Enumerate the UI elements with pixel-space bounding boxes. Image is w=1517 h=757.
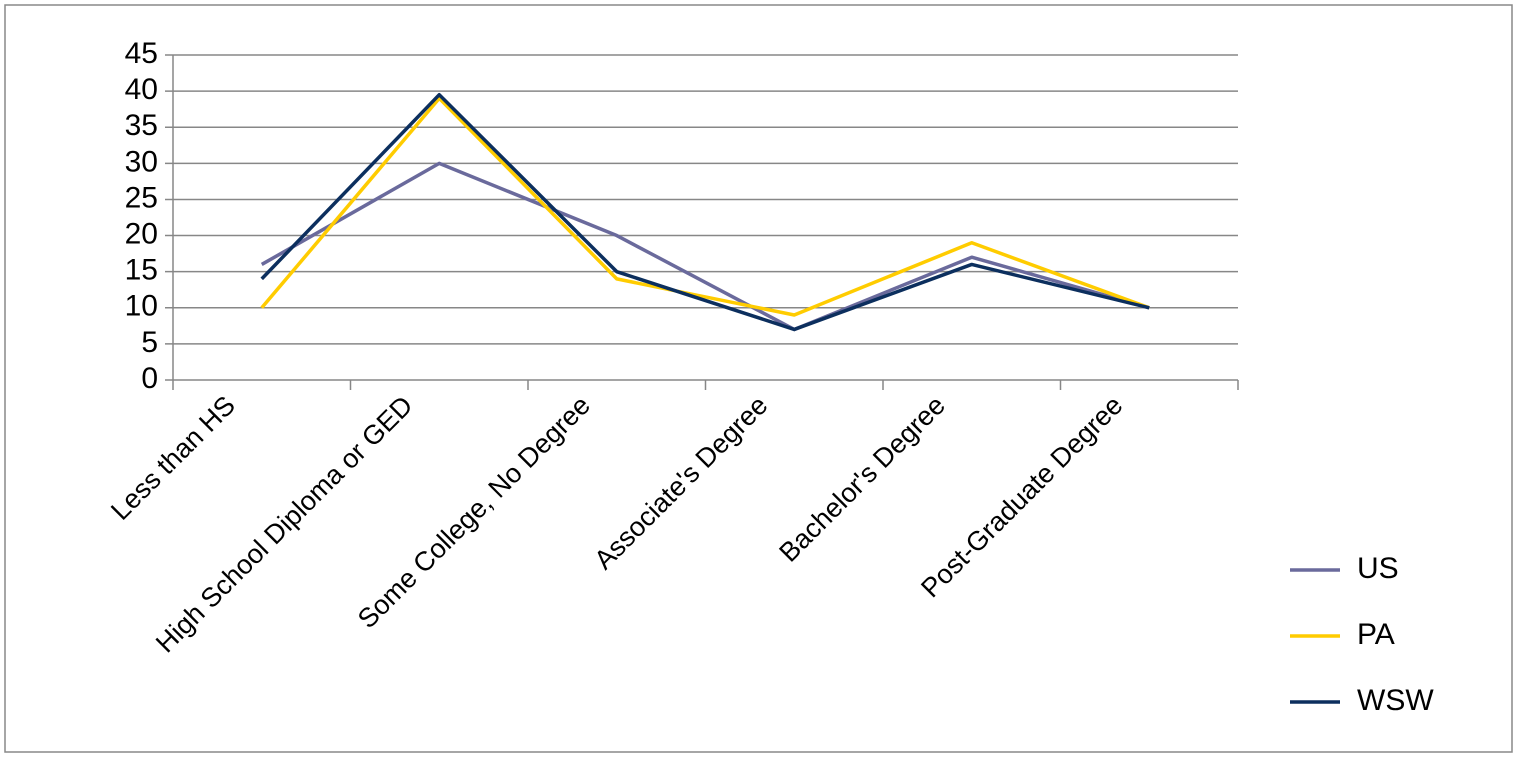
y-tick-label: 15 (125, 254, 158, 287)
y-tick-label: 30 (125, 145, 158, 178)
y-tick-label: 0 (141, 362, 158, 395)
y-tick-label: 45 (125, 37, 158, 70)
y-tick-label: 25 (125, 181, 158, 214)
legend-label: WSW (1357, 684, 1434, 717)
y-tick-label: 40 (125, 73, 158, 106)
y-tick-label: 10 (125, 290, 158, 323)
legend-label: PA (1357, 618, 1395, 651)
y-tick-label: 20 (125, 217, 158, 250)
y-tick-label: 5 (141, 326, 158, 359)
series-line (260, 92, 1150, 332)
series-line (260, 96, 1150, 317)
y-tick-label: 35 (125, 109, 158, 142)
chart-border (4, 4, 1513, 753)
legend-label: US (1357, 552, 1399, 585)
series-line (260, 161, 1150, 332)
